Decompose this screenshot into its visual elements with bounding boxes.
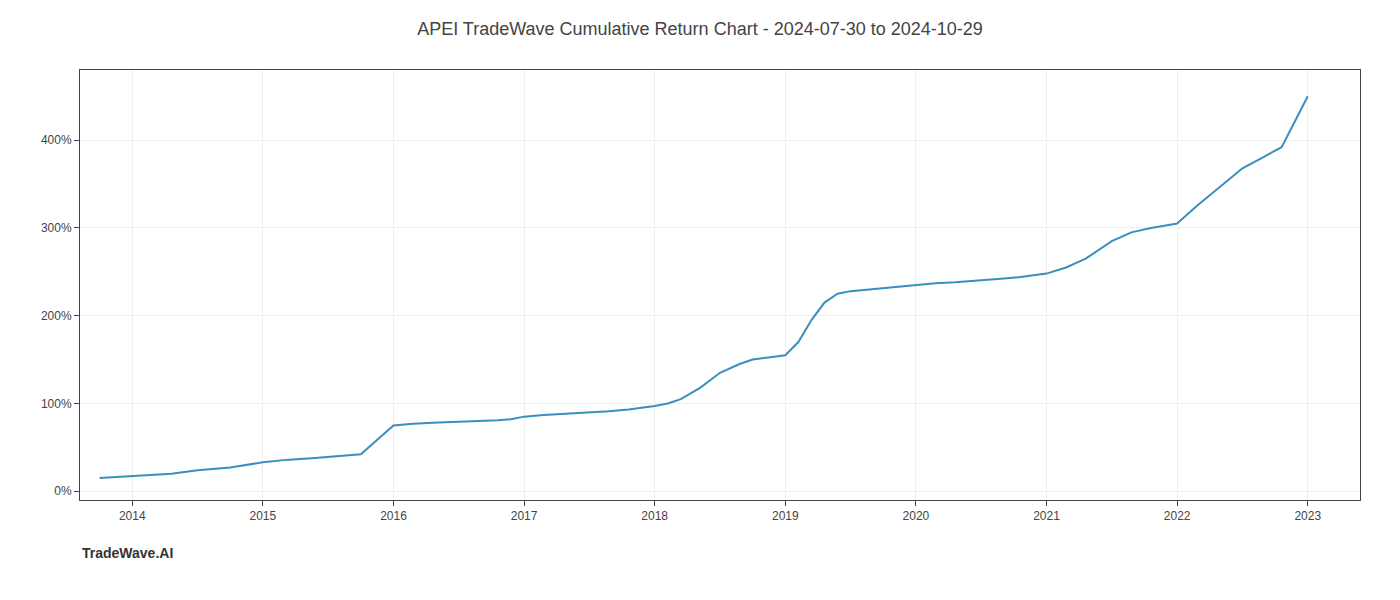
svg-text:2023: 2023 <box>1294 509 1321 523</box>
svg-text:100%: 100% <box>41 397 72 411</box>
svg-text:0%: 0% <box>54 484 72 498</box>
svg-text:2019: 2019 <box>772 509 799 523</box>
svg-text:TradeWave.AI: TradeWave.AI <box>82 545 173 561</box>
svg-text:2020: 2020 <box>903 509 930 523</box>
svg-text:2017: 2017 <box>511 509 538 523</box>
svg-text:400%: 400% <box>41 133 72 147</box>
svg-text:2016: 2016 <box>380 509 407 523</box>
svg-text:2021: 2021 <box>1033 509 1060 523</box>
svg-text:300%: 300% <box>41 221 72 235</box>
svg-text:2015: 2015 <box>250 509 277 523</box>
svg-text:2018: 2018 <box>641 509 668 523</box>
svg-text:200%: 200% <box>41 309 72 323</box>
svg-text:2022: 2022 <box>1164 509 1191 523</box>
svg-text:2014: 2014 <box>119 509 146 523</box>
svg-text:APEI TradeWave Cumulative Retu: APEI TradeWave Cumulative Return Chart -… <box>417 19 983 39</box>
